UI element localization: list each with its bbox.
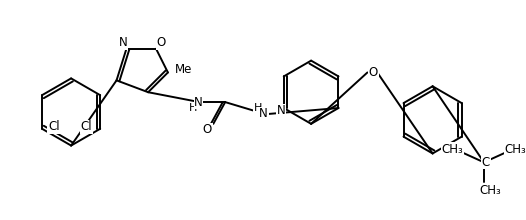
Text: N: N bbox=[276, 104, 285, 117]
Text: Me: Me bbox=[175, 63, 193, 76]
Text: CH₃: CH₃ bbox=[504, 143, 526, 156]
Text: N: N bbox=[194, 96, 203, 109]
Text: CH₃: CH₃ bbox=[441, 143, 463, 156]
Text: O: O bbox=[203, 123, 212, 136]
Text: N: N bbox=[259, 107, 268, 121]
Text: N: N bbox=[119, 36, 128, 49]
Text: CH₃: CH₃ bbox=[479, 183, 501, 196]
Text: H: H bbox=[254, 103, 262, 113]
Text: Cl: Cl bbox=[80, 120, 92, 133]
Text: Cl: Cl bbox=[48, 120, 59, 133]
Text: C: C bbox=[482, 156, 490, 169]
Text: O: O bbox=[369, 66, 378, 79]
Text: H: H bbox=[188, 103, 197, 113]
Text: O: O bbox=[156, 36, 166, 49]
